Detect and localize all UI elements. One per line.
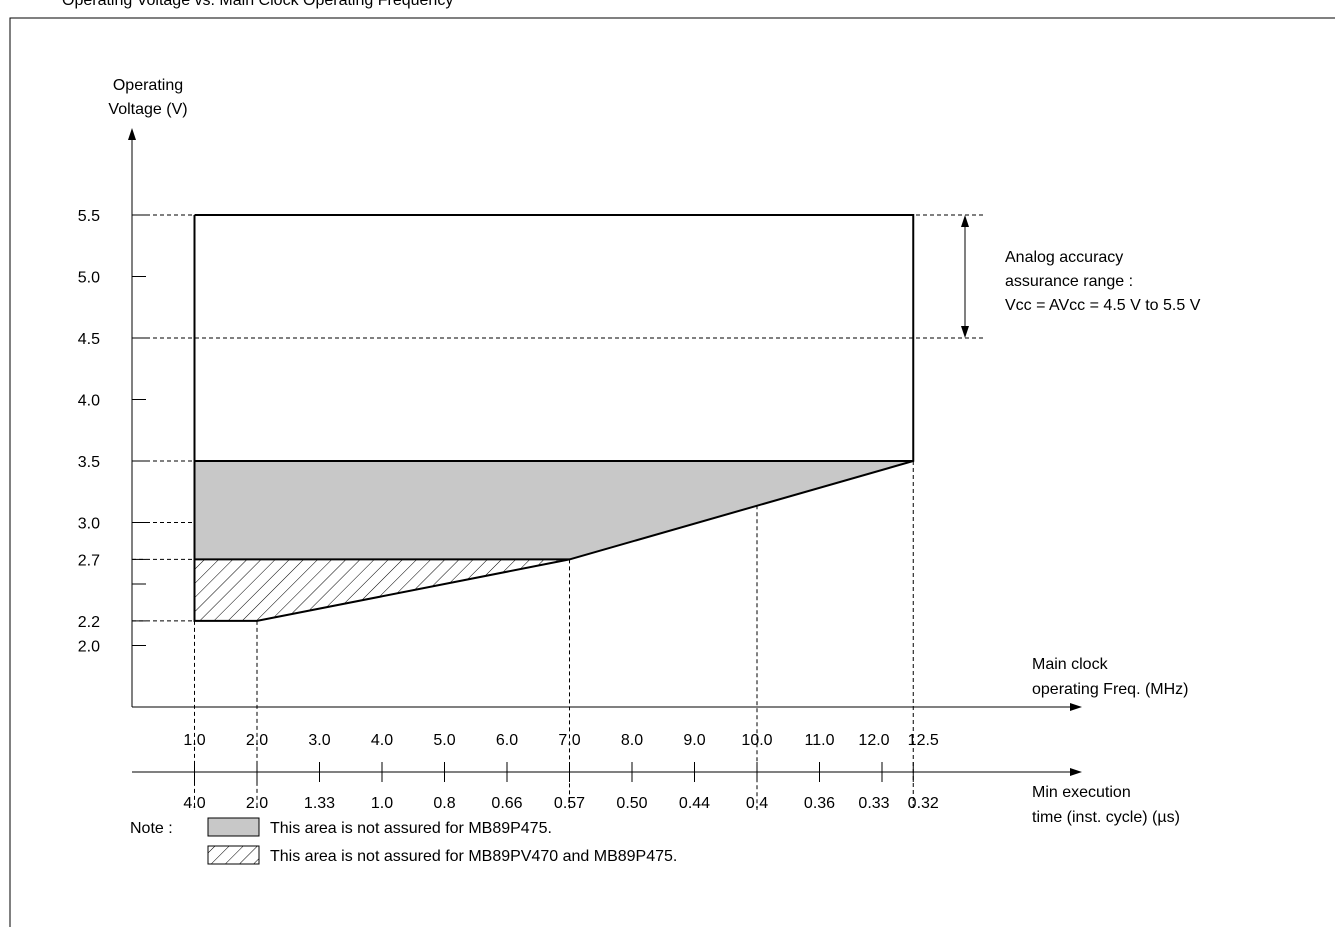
x2-tick-label: 0.36: [804, 795, 835, 812]
y-tick-label: 3.5: [78, 454, 100, 471]
region-not-assured-mb89p475: [194, 461, 914, 560]
x-tick-label: 3.0: [308, 732, 330, 749]
region-not-assured-mb89pv470-mb89p475: [194, 559, 570, 621]
y-axis-label-line2: Voltage (V): [108, 101, 187, 118]
analog-range-text: Analog accuracy: [1005, 249, 1123, 266]
x-tick-label: 10.0: [741, 732, 772, 749]
x-tick-label: 7.0: [558, 732, 580, 749]
x2-tick-label: 0.32: [908, 795, 939, 812]
note-label: Note :: [130, 820, 173, 837]
legend-text-hatch: This area is not assured for MB89PV470 a…: [270, 848, 677, 865]
x2-axis-label-line2: time (inst. cycle) (µs): [1032, 809, 1180, 826]
y-tick-label: 2.0: [78, 639, 100, 656]
x-tick-label: 12.5: [908, 732, 939, 749]
x2-tick-label: 0.66: [491, 795, 522, 812]
legend-swatch-hatch: [207, 845, 260, 865]
legend-swatch-gray: [207, 817, 260, 837]
y-tick-label: 4.0: [78, 393, 100, 410]
x-tick-label: 6.0: [496, 732, 518, 749]
y-tick-label: 2.2: [78, 614, 100, 631]
analog-range-arrow-bottom: [961, 326, 969, 338]
page-header-text: Operating Voltage vs. Main Clock Operati…: [62, 0, 453, 9]
x-axis-label-line1: Main clock: [1032, 656, 1109, 673]
y-axis-label-line1: Operating: [113, 77, 183, 94]
x-tick-label: 8.0: [621, 732, 643, 749]
x2-axis-label-line1: Min execution: [1032, 784, 1131, 801]
x-tick-label: 1.0: [183, 732, 205, 749]
x2-tick-label: 0.4: [746, 795, 768, 812]
x2-tick-label: 2.0: [246, 795, 268, 812]
y-tick-label: 2.7: [78, 552, 100, 569]
x-tick-label: 11.0: [805, 732, 835, 749]
legend-text-gray: This area is not assured for MB89P475.: [270, 820, 552, 837]
y-axis-arrow: [128, 128, 136, 140]
analog-range-arrow-top: [961, 215, 969, 227]
x2-tick-label: 0.50: [616, 795, 647, 812]
y-tick-label: 5.5: [78, 208, 100, 225]
x-axis-label-line2: operating Freq. (MHz): [1032, 681, 1189, 698]
x2-tick-label: 1.0: [371, 795, 393, 812]
x-tick-label: 12.0: [858, 732, 889, 749]
x-tick-label: 2.0: [246, 732, 268, 749]
figure-frame: [9, 17, 1335, 927]
x-axis-arrow: [1070, 703, 1082, 711]
x2-tick-label: 4.0: [183, 795, 205, 812]
x-tick-label: 5.0: [433, 732, 455, 749]
x-tick-label: 9.0: [683, 732, 705, 749]
x2-tick-label: 0.8: [433, 795, 455, 812]
y-tick-label: 3.0: [78, 516, 100, 533]
x2-axis-arrow: [1070, 768, 1082, 776]
analog-range-text: assurance range :: [1005, 273, 1133, 290]
x2-tick-label: 0.57: [554, 795, 585, 812]
analog-range-text: Vcc = AVcc = 4.5 V to 5.5 V: [1005, 297, 1201, 314]
y-tick-label: 5.0: [78, 270, 100, 287]
y-tick-label: 4.5: [78, 331, 100, 348]
x2-tick-label: 1.33: [304, 795, 335, 812]
x2-tick-label: 0.33: [858, 795, 889, 812]
x-tick-label: 4.0: [371, 732, 393, 749]
x2-tick-label: 0.44: [679, 795, 710, 812]
